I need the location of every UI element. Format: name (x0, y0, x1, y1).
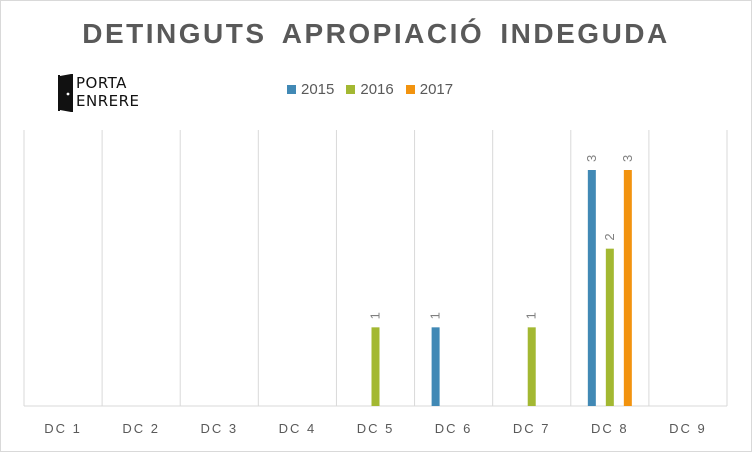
bar-2015-DC8 (587, 170, 596, 406)
porta-enrere-logo: PORTA ENRERE (57, 72, 153, 114)
data-label: 3 (620, 155, 635, 162)
logo-text-bottom: ENRERE (76, 92, 140, 110)
x-tick-label: DC 1 (44, 421, 82, 436)
x-tick-label: DC 7 (513, 421, 551, 436)
data-label: 1 (368, 312, 383, 319)
bar-2016-DC7 (527, 327, 536, 406)
bar-2016-DC5 (371, 327, 380, 406)
x-tick-label: DC 6 (435, 421, 473, 436)
x-tick-label: DC 3 (200, 421, 238, 436)
data-label: 1 (428, 312, 443, 319)
data-label: 1 (524, 312, 539, 319)
bar-2016-DC8 (605, 248, 614, 406)
door-icon (58, 74, 73, 112)
legend-swatch-2017 (405, 84, 415, 94)
chart-title: DETINGUTS APROPIACIÓ INDEGUDA (82, 18, 670, 49)
logo-text-top: PORTA (76, 74, 127, 92)
legend-swatch-2016 (346, 84, 356, 94)
data-label: 3 (584, 155, 599, 162)
x-tick-label: DC 2 (122, 421, 160, 436)
legend-label-2017: 2017 (419, 80, 454, 98)
x-tick-label: DC 4 (279, 421, 317, 436)
legend-label-2015: 2015 (301, 80, 335, 98)
chart-legend: 2015 2016 2017 (287, 80, 465, 98)
data-label: 2 (602, 233, 617, 240)
legend-item-2016: 2016 (346, 80, 394, 98)
x-tick-label: DC 8 (591, 421, 629, 436)
legend-item-2017: 2017 (405, 80, 454, 98)
legend-label-2016: 2016 (360, 80, 394, 98)
legend-swatch-2015 (287, 84, 296, 94)
legend-item-2015: 2015 (287, 81, 334, 98)
bar-2015-DC6 (431, 327, 440, 406)
bar-2017-DC8 (623, 170, 632, 406)
x-tick-label: DC 9 (669, 421, 707, 436)
x-tick-label: DC 5 (357, 421, 395, 436)
